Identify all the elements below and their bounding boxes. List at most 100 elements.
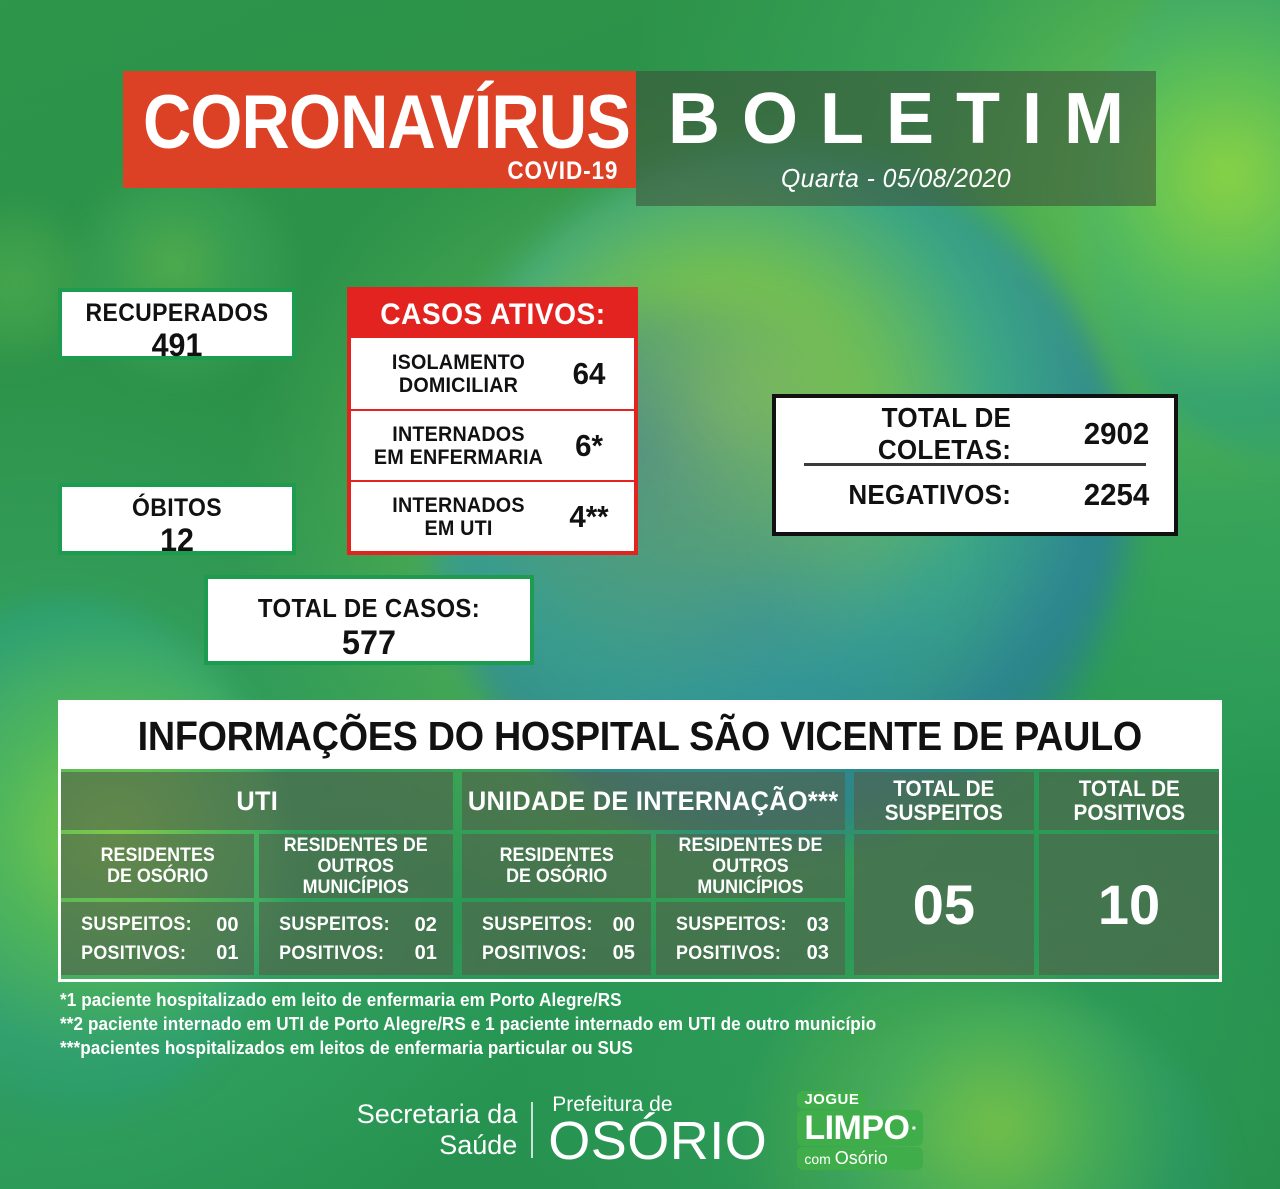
prefeitura-osorio-logo: Prefeitura de OSÓRIO <box>533 1092 768 1171</box>
uti-group-title-bar: UTI <box>61 772 453 830</box>
negativos-label: NEGATIVOS: <box>848 479 1012 510</box>
footnote-1: *1 paciente hospitalizado em leito de en… <box>60 990 622 1010</box>
footer: Secretaria da Saúde Prefeitura de OSÓRIO… <box>0 1085 1280 1175</box>
uti-osorio-suspeitos-label: SUSPEITOS: <box>81 914 192 936</box>
internacao-outros-header: RESIDENTES DE OUTROS MUNICÍPIOS <box>655 834 845 898</box>
internados-uti-value: 4** <box>569 498 609 534</box>
stat-card-obitos: ÓBITOS 12 <box>58 483 296 558</box>
internacao-osorio-positivos-label: POSITIVOS: <box>481 942 587 964</box>
coletas-panel: TOTAL DE COLETAS: 2902 NEGATIVOS: 2254 <box>772 394 1178 536</box>
internacao-outros-header-line1: RESIDENTES DE <box>678 834 823 856</box>
total-positivos-value: 10 <box>1038 834 1220 975</box>
casos-ativos-row: ISOLAMENTO DOMICILIAR 64 <box>351 338 634 409</box>
osorio-label: OSÓRIO <box>548 1110 768 1171</box>
com-label: com <box>804 1150 831 1167</box>
recuperados-label: RECUPERADOS <box>85 299 269 327</box>
coronavirus-title-banner: CORONAVÍRUS COVID-19 <box>123 71 636 188</box>
uti-residentes-outros-column: RESIDENTES DE OUTROS MUNICÍPIOS SUSPEITO… <box>259 834 453 975</box>
hospital-group-internacao: UNIDADE DE INTERNAÇÃO*** RESIDENTES DE O… <box>461 772 845 975</box>
internacao-residentes-osorio-column: RESIDENTES DE OSÓRIO SUSPEITOS: 00 POSIT… <box>461 834 651 975</box>
total-positivos-header-line1: TOTAL DE <box>1078 776 1180 801</box>
internados-enfermaria-value: 6* <box>575 427 603 463</box>
secretaria-saude-logo: Secretaria da Saúde <box>357 1099 532 1161</box>
uti-osorio-header-line2: DE OSÓRIO <box>107 866 209 887</box>
total-suspeitos-header-line1: TOTAL DE <box>893 776 995 801</box>
internacao-osorio-suspeitos-value: 00 <box>612 913 635 936</box>
internacao-group-title: UNIDADE DE INTERNAÇÃO*** <box>468 785 839 816</box>
internacao-osorio-positivos-row: POSITIVOS: 05 <box>478 942 635 965</box>
internados-uti-label-line1: INTERNADOS <box>392 493 525 517</box>
uti-osorio-positivos-row: POSITIVOS: 01 <box>77 942 238 965</box>
divider <box>804 463 1146 466</box>
casos-ativos-title: CASOS ATIVOS: <box>379 297 606 331</box>
uti-group-title: UTI <box>236 785 278 816</box>
total-casos-value: 577 <box>342 624 396 662</box>
footer-divider <box>531 1102 534 1158</box>
uti-osorio-positivos-value: 01 <box>216 942 239 965</box>
coletas-row: NEGATIVOS: 2254 <box>798 469 1152 521</box>
internados-uti-label: INTERNADOS EM UTI <box>371 494 547 540</box>
uti-outros-positivos-label: POSITIVOS: <box>279 942 385 964</box>
total-positivos-header-line2: POSITIVOS <box>1073 800 1185 825</box>
jogue-label: JOGUE <box>797 1090 867 1109</box>
prefeitura-label: Prefeitura de <box>552 1092 673 1116</box>
casos-ativos-row: INTERNADOS EM ENFERMARIA 6* <box>351 409 634 480</box>
internados-enfermaria-label: INTERNADOS EM ENFERMARIA <box>371 423 547 469</box>
uti-residentes-osorio-column: RESIDENTES DE OSÓRIO SUSPEITOS: 00 POSIT… <box>61 834 255 975</box>
hospital-totals-group: TOTAL DE SUSPEITOS 05 TOTAL DE POSITIVOS… <box>853 772 1220 975</box>
internacao-osorio-suspeitos-label: SUSPEITOS: <box>481 914 593 936</box>
coletas-row: TOTAL DE COLETAS: 2902 <box>798 402 1152 465</box>
obitos-value: 12 <box>160 522 194 558</box>
total-coletas-value: 2902 <box>1083 416 1150 451</box>
isolamento-domiciliar-label: ISOLAMENTO DOMICILIAR <box>371 351 547 397</box>
internacao-osorio-values: SUSPEITOS: 00 POSITIVOS: 05 <box>461 902 651 975</box>
internacao-osorio-header-line1: RESIDENTES <box>499 845 614 866</box>
negativos-value: 2254 <box>1083 477 1150 512</box>
total-coletas-label: TOTAL DE COLETAS: <box>877 402 1012 465</box>
hospital-section-title-bar: INFORMAÇÕES DO HOSPITAL SÃO VICENTE DE P… <box>61 703 1219 769</box>
internacao-outros-suspeitos-row: SUSPEITOS: 03 <box>672 914 829 937</box>
total-suspeitos-header: TOTAL DE SUSPEITOS <box>853 772 1034 830</box>
hospital-group-uti: UTI RESIDENTES DE OSÓRIO SUSPEITOS: <box>61 772 453 975</box>
hospital-section: INFORMAÇÕES DO HOSPITAL SÃO VICENTE DE P… <box>58 700 1222 982</box>
footnote-2: **2 paciente internado em UTI de Porto A… <box>60 1014 877 1034</box>
isolamento-domiciliar-label-line1: ISOLAMENTO <box>391 350 526 374</box>
internacao-outros-values: SUSPEITOS: 03 POSITIVOS: 03 <box>655 902 845 975</box>
internacao-outros-positivos-row: POSITIVOS: 03 <box>672 942 829 965</box>
uti-osorio-header-line1: RESIDENTES <box>100 845 215 866</box>
bulletin-date: Quarta - 05/08/2020 <box>780 163 1012 193</box>
casos-ativos-panel: CASOS ATIVOS: ISOLAMENTO DOMICILIAR 64 I… <box>347 287 638 555</box>
covid19-subtitle: COVID-19 <box>507 157 618 185</box>
page-title: CORONAVÍRUS <box>143 80 631 165</box>
footnotes: *1 paciente hospitalizado em leito de en… <box>60 988 1060 1060</box>
internados-uti-label-line2: EM UTI <box>424 516 493 540</box>
uti-outros-values: SUSPEITOS: 02 POSITIVOS: 01 <box>259 902 453 975</box>
secretaria-line1: Secretaria da <box>356 1099 518 1129</box>
secretaria-line2: Saúde <box>439 1130 518 1160</box>
limpo-label: LIMPO <box>804 1108 910 1147</box>
internacao-outros-positivos-label: POSITIVOS: <box>675 942 781 964</box>
com-osorio-badge: com Osório <box>797 1146 924 1170</box>
limpo-badge: LIMPO <box>797 1108 924 1147</box>
footnote-3: ***pacientes hospitalizados em leitos de… <box>60 1038 633 1058</box>
uti-osorio-values: SUSPEITOS: 00 POSITIVOS: 01 <box>61 902 255 975</box>
internados-enfermaria-label-line1: INTERNADOS <box>392 422 525 446</box>
internacao-outros-positivos-value: 03 <box>806 942 829 965</box>
total-positivos-column: TOTAL DE POSITIVOS 10 <box>1038 772 1220 975</box>
total-suspeitos-value: 05 <box>853 834 1034 975</box>
internacao-outros-suspeitos-value: 03 <box>806 913 829 936</box>
uti-outros-positivos-row: POSITIVOS: 01 <box>275 942 437 965</box>
uti-osorio-suspeitos-row: SUSPEITOS: 00 <box>77 914 238 937</box>
bulletin-header-panel: BOLETIM Quarta - 05/08/2020 <box>636 71 1156 206</box>
total-suspeitos-header-line2: SUSPEITOS <box>884 800 1003 825</box>
casos-ativos-row: INTERNADOS EM UTI 4** <box>351 480 634 551</box>
internacao-outros-suspeitos-label: SUSPEITOS: <box>675 914 787 936</box>
internacao-osorio-header-line2: DE OSÓRIO <box>505 866 607 887</box>
uti-osorio-positivos-label: POSITIVOS: <box>81 942 187 964</box>
stat-card-total-casos: TOTAL DE CASOS: 577 <box>204 575 534 665</box>
uti-outros-header-line2: OUTROS MUNICÍPIOS <box>303 855 410 898</box>
jogue-limpo-logo: JOGUE LIMPO com Osório <box>797 1090 924 1170</box>
recycle-icon <box>912 1125 917 1130</box>
uti-osorio-header: RESIDENTES DE OSÓRIO <box>61 834 255 898</box>
uti-osorio-suspeitos-value: 00 <box>216 913 239 936</box>
